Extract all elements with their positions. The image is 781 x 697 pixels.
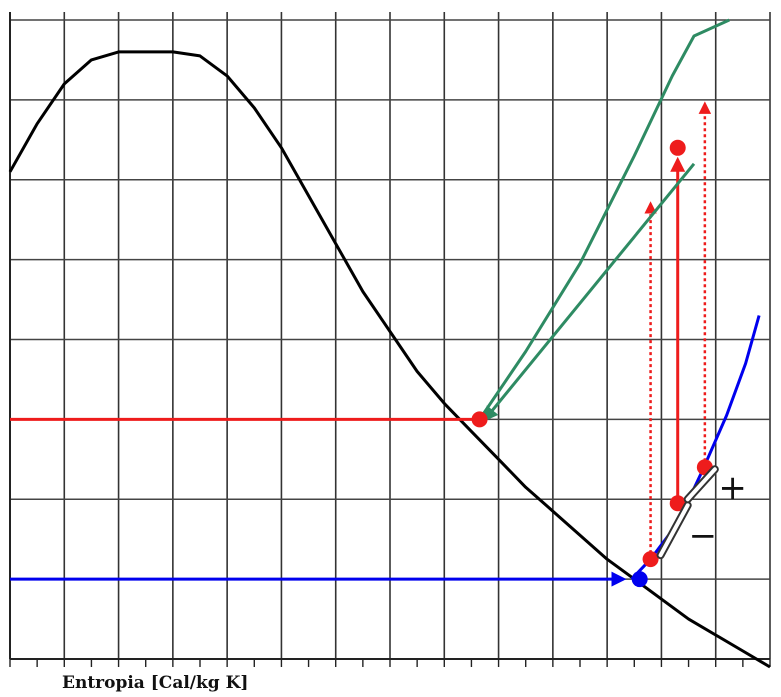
annotation-1: − xyxy=(689,516,718,556)
arrow-4 xyxy=(483,162,696,422)
markers xyxy=(471,139,719,588)
arrows xyxy=(10,101,712,587)
double-arrow-fill-0 xyxy=(658,503,690,558)
annotations: +− xyxy=(689,468,747,556)
data-point-2 xyxy=(642,551,659,568)
double-arrow-fill-1 xyxy=(685,467,717,502)
data-point-5 xyxy=(669,139,686,156)
data-point-1 xyxy=(631,571,648,588)
annotation-0: + xyxy=(718,468,747,508)
data-point-0 xyxy=(471,411,488,428)
series-line-1 xyxy=(478,18,730,421)
x-axis-label: Entropia [Cal/kg K] xyxy=(62,673,249,693)
data-point-3 xyxy=(669,495,686,512)
